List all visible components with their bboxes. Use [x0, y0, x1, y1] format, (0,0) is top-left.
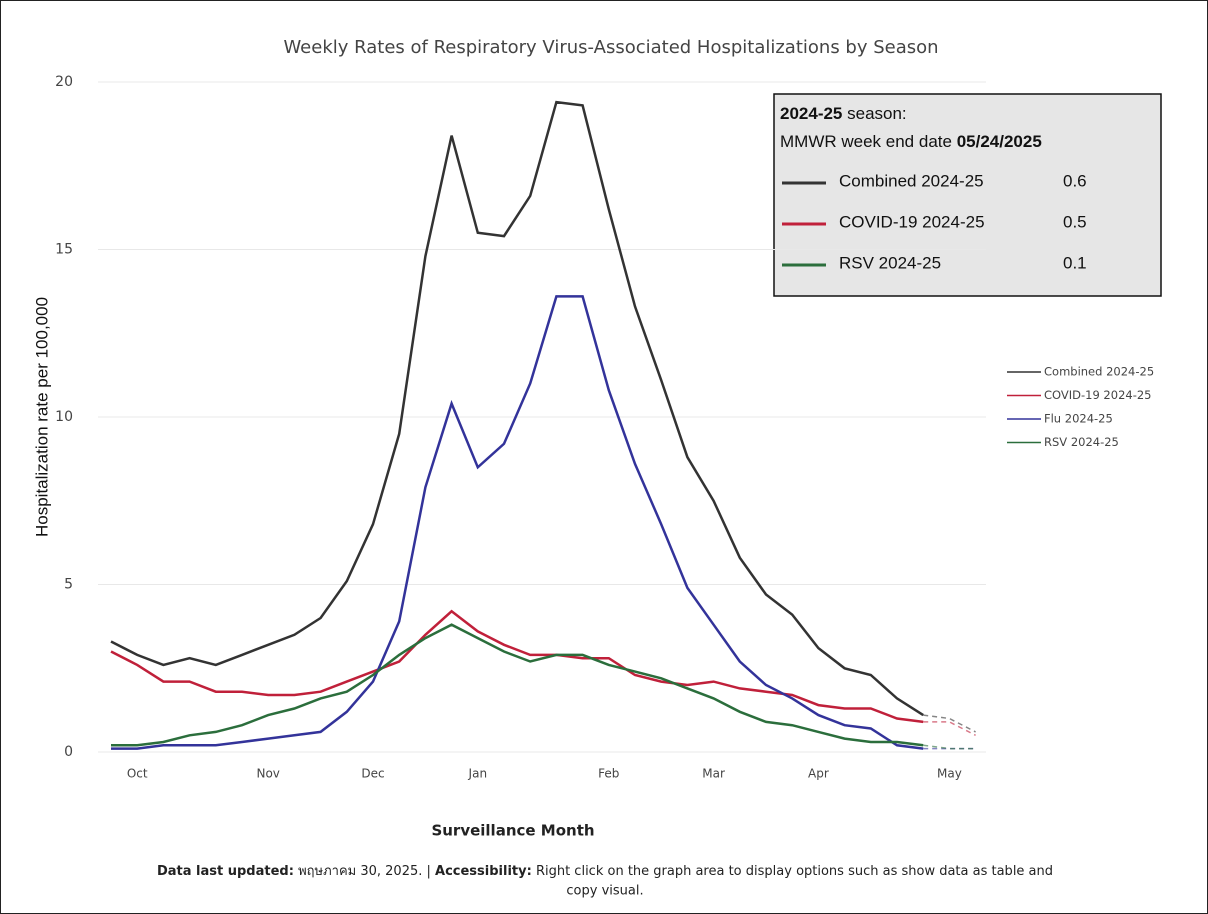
inset-name: RSV 2024-25 — [839, 253, 941, 272]
inset-value: 0.6 — [1063, 171, 1087, 190]
y-tick-label: 15 — [55, 242, 73, 258]
footer-line: copy visual. — [566, 884, 643, 899]
footer-label: Data last updated: — [157, 864, 294, 879]
footer-text: Right click on the graph area to display… — [532, 864, 1053, 879]
inset-value: 0.5 — [1063, 212, 1087, 231]
x-tick-label: Mar — [702, 767, 725, 781]
series-line — [110, 100, 924, 717]
series-line — [111, 623, 924, 747]
inset-box: 2024-25 season: MMWR week end date 05/24… — [773, 93, 1162, 297]
legend-label: RSV 2024-25 — [1044, 435, 1119, 449]
series-line-preliminary — [923, 714, 976, 733]
x-tick-label: May — [937, 767, 962, 781]
grid — [98, 81, 986, 753]
legend-label: Flu 2024-25 — [1044, 412, 1113, 426]
chart-title: Weekly Rates of Respiratory Virus-Associ… — [283, 37, 938, 58]
inset-value: 0.1 — [1063, 253, 1087, 272]
y-tick-label: 20 — [55, 74, 73, 90]
x-tick-label: Dec — [361, 767, 384, 781]
inset-week: MMWR week end date 05/24/2025 — [780, 132, 1042, 151]
season: 2024-25 — [780, 104, 842, 123]
week-prefix: MMWR week end date — [780, 132, 957, 151]
series-line-preliminary — [923, 721, 976, 736]
footer-line: Data last updated: พฤษภาคม 30, 2025. | A… — [157, 864, 1053, 879]
series-line-preliminary — [923, 744, 976, 750]
week-date: 05/24/2025 — [957, 132, 1042, 151]
x-tick-label: Apr — [808, 767, 829, 781]
footer-label: Accessibility: — [435, 864, 532, 879]
y-tick-label: 0 — [64, 744, 73, 760]
footer-text: พฤษภาคม 30, 2025. | — [294, 864, 435, 879]
x-tick-label: Feb — [598, 767, 619, 781]
x-tick-label: Nov — [256, 767, 279, 781]
inset-background — [773, 93, 1162, 297]
inset-season: 2024-25 season: — [780, 104, 907, 123]
series-line — [110, 609, 924, 724]
series-line — [111, 295, 924, 750]
x-tick-label: Oct — [127, 767, 148, 781]
x-tick-label: Jan — [468, 767, 488, 781]
inset-name: COVID-19 2024-25 — [839, 212, 985, 231]
y-axis-label: Hospitalization rate per 100,000 — [32, 297, 51, 537]
legend-label: Combined 2024-25 — [1044, 365, 1154, 379]
y-tick-label: 5 — [64, 577, 73, 593]
y-tick-label: 10 — [55, 409, 73, 425]
inset-name: Combined 2024-25 — [839, 171, 984, 190]
legend-label: COVID-19 2024-25 — [1044, 388, 1151, 402]
x-axis-label: Surveillance Month — [431, 822, 594, 840]
season-suffix: season: — [842, 104, 906, 123]
